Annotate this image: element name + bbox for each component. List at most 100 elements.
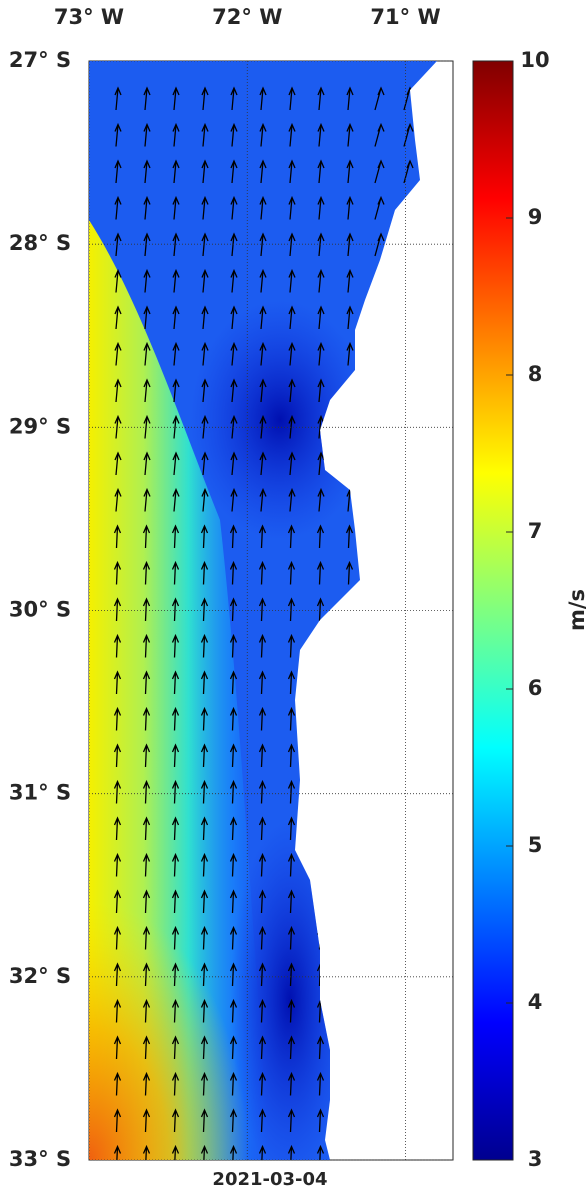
wind-arrow	[374, 159, 385, 184]
wind-arrow	[114, 86, 122, 111]
colorbar-tick-label: 5	[528, 833, 543, 857]
wind-arrow	[200, 998, 209, 1023]
wind-arrow	[287, 1035, 296, 1060]
wind-arrow	[287, 743, 296, 768]
wind-arrow	[258, 670, 267, 695]
wind-arrow	[346, 232, 354, 257]
wind-arrow	[317, 195, 325, 220]
wind-arrow	[229, 670, 238, 695]
wind-arrow	[142, 560, 151, 585]
wind-arrow	[143, 195, 151, 220]
wind-arrow	[287, 524, 296, 549]
wind-arrow	[142, 670, 151, 695]
wind-arrow	[288, 86, 296, 111]
wind-arrow	[259, 159, 267, 184]
lat-tick-label: 32° S	[9, 964, 71, 988]
wind-arrow	[374, 122, 385, 147]
wind-arrow	[142, 889, 151, 914]
wind-arrow	[230, 487, 238, 512]
lat-tick-label: 33° S	[9, 1147, 71, 1171]
wind-arrow	[113, 925, 122, 950]
wind-arrow	[143, 487, 151, 512]
wind-arrow	[258, 1035, 267, 1060]
wind-arrow	[464, 636, 470, 658]
wind-arrow	[229, 524, 238, 549]
wind-arrow	[316, 560, 325, 585]
wind-arrow	[114, 451, 122, 476]
wind-arrow	[229, 998, 238, 1023]
wind-arrow	[346, 268, 354, 293]
wind-arrow	[172, 122, 180, 147]
wind-arrow	[142, 816, 151, 841]
wind-arrow	[316, 1144, 325, 1160]
wind-arrow	[200, 852, 209, 877]
wind-arrow	[317, 378, 325, 403]
wind-arrow	[201, 305, 209, 330]
wind-arrow	[200, 670, 209, 695]
wind-arrow	[464, 964, 470, 986]
wind-arrow	[229, 706, 238, 731]
wind-arrow	[171, 1035, 180, 1060]
wind-arrow	[287, 1144, 296, 1160]
wind-arrow	[229, 1071, 238, 1096]
wind-arrow	[317, 487, 325, 512]
wind-arrow	[230, 451, 238, 476]
wind-arrow	[403, 159, 414, 184]
wind-arrow	[258, 524, 267, 549]
wind-arrow	[171, 962, 180, 987]
wind-arrow	[462, 490, 471, 512]
wind-arrow	[171, 597, 180, 622]
wind-arrow	[288, 451, 296, 476]
wind-arrow	[287, 706, 296, 731]
wind-arrow	[258, 779, 267, 804]
wind-arrow	[200, 743, 209, 768]
wind-arrow	[171, 1108, 180, 1133]
wind-arrow	[230, 159, 238, 184]
wind-arrow	[287, 925, 296, 950]
wind-arrow	[229, 597, 238, 622]
wind-arrow	[113, 998, 122, 1023]
wind-arrow	[113, 962, 122, 987]
wind-arrow	[230, 268, 238, 293]
wind-arrow	[316, 597, 325, 622]
wind-arrow	[287, 998, 296, 1023]
wind-arrow	[171, 779, 180, 804]
wind-arrow	[229, 1108, 238, 1133]
wind-arrow	[287, 670, 296, 695]
wind-arrow	[200, 706, 209, 731]
wind-arrow	[229, 633, 238, 658]
wind-arrow	[172, 159, 180, 184]
wind-arrow	[259, 487, 267, 512]
wind-arrow	[143, 378, 151, 403]
wind-arrow	[316, 1108, 325, 1133]
wind-arrow	[114, 305, 122, 330]
wind-arrow	[143, 305, 151, 330]
wind-arrow	[258, 998, 267, 1023]
wind-arrow	[200, 925, 209, 950]
wind-arrow	[171, 743, 180, 768]
wind-arrow	[201, 122, 209, 147]
wind-arrow	[143, 451, 151, 476]
wind-arrow	[171, 998, 180, 1023]
wind-arrow	[201, 378, 209, 403]
wind-arrow	[229, 816, 238, 841]
wind-arrow	[259, 305, 267, 330]
wind-arrow	[201, 86, 209, 111]
wind-arrow	[259, 378, 267, 403]
wind-arrow	[142, 524, 151, 549]
wind-arrow	[114, 268, 122, 293]
wind-arrow	[258, 597, 267, 622]
wind-arrow	[317, 268, 325, 293]
wind-arrow	[200, 1071, 209, 1096]
wind-arrow	[114, 195, 122, 220]
wind-arrow	[288, 305, 296, 330]
wind-arrow	[464, 891, 470, 913]
colorbar-tick-label: 10	[520, 48, 549, 72]
wind-arrow	[171, 633, 180, 658]
wind-arrow	[287, 560, 296, 585]
wind-arrow	[200, 816, 209, 841]
wind-arrow	[288, 268, 296, 293]
wind-arrow	[374, 232, 385, 257]
wind-arrow	[464, 745, 470, 767]
wind-arrow	[201, 341, 209, 366]
